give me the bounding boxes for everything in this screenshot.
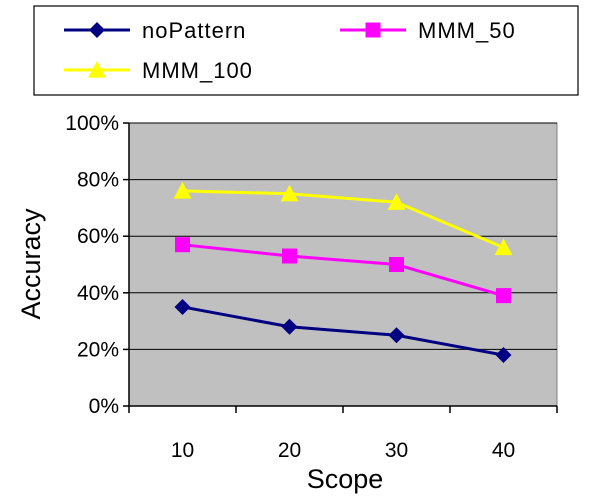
series-3: [173, 181, 513, 256]
y-tick-label: 20%: [77, 338, 119, 361]
data-point: [174, 298, 191, 315]
y-tick-label: 60%: [77, 225, 119, 248]
data-point: [173, 181, 192, 199]
data-point: [282, 248, 297, 264]
series-line: [182, 243, 504, 298]
tick-labels: 0% 20% 40% 60% 80% 100% 10 20 30 40: [65, 112, 515, 462]
legend-label: MMM_50: [418, 18, 516, 43]
x-tick-label: 40: [492, 439, 515, 462]
legend-item: MMM_100: [64, 58, 253, 83]
legend-marker: [88, 61, 106, 78]
legend-label: MMM_100: [142, 58, 253, 83]
x-tick-label: 10: [171, 439, 194, 462]
x-axis-title: Scope: [307, 464, 384, 494]
series-line: [182, 189, 505, 249]
data-point: [496, 288, 511, 304]
legend-item: noPattern: [64, 18, 246, 43]
data-point: [175, 237, 190, 253]
y-tick-label: 100%: [65, 112, 119, 135]
data-point: [495, 347, 512, 364]
x-tick-label: 20: [278, 439, 301, 462]
legend-item: MMM_50: [340, 18, 516, 43]
legend-label: noPattern: [142, 18, 246, 43]
data-point: [388, 327, 405, 344]
legend-marker: [365, 22, 381, 38]
data-point: [281, 318, 298, 335]
data-point: [494, 238, 513, 256]
axis-ticks: [123, 122, 558, 413]
plot-area: [128, 122, 558, 407]
y-axis-title: Accuracy: [16, 208, 46, 320]
x-tick-label: 30: [385, 439, 408, 462]
legend: noPattern MMM_50 MMM_100: [33, 5, 579, 96]
series-layer: [173, 181, 513, 364]
data-point: [280, 184, 299, 202]
series-2: [175, 237, 511, 304]
gridlines: [129, 122, 557, 350]
series-1: [174, 298, 512, 364]
data-point: [389, 257, 404, 272]
series-line: [182, 305, 504, 357]
data-point: [387, 193, 406, 210]
legend-marker: [89, 22, 105, 38]
legend-box: [33, 5, 579, 96]
y-tick-label: 0%: [89, 395, 119, 418]
y-tick-label: 80%: [77, 169, 119, 192]
y-tick-label: 40%: [77, 282, 119, 305]
